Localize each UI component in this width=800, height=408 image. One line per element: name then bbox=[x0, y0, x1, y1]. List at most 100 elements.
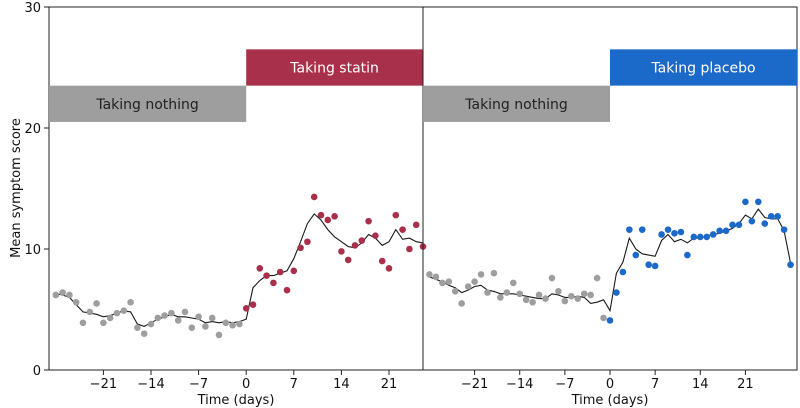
left-trend-line bbox=[55, 213, 424, 327]
right-placebo-point bbox=[632, 251, 640, 259]
left-nothing-point bbox=[236, 320, 243, 328]
left-nothing-point bbox=[59, 289, 66, 296]
right-nothing-point bbox=[535, 291, 543, 299]
right-nothing-point bbox=[497, 294, 504, 301]
y-tick-label: 30 bbox=[24, 1, 41, 16]
left-nothing-point bbox=[188, 324, 196, 331]
right-x-tick-label: −14 bbox=[506, 377, 533, 392]
right-placebo-point bbox=[619, 268, 627, 276]
right-x-tick-label: 14 bbox=[692, 377, 709, 392]
left-statin-point bbox=[310, 193, 318, 201]
right-placebo-point bbox=[626, 226, 633, 233]
left-nothing-point bbox=[52, 291, 60, 299]
left-nothing-point bbox=[66, 291, 73, 299]
right-nothing-point bbox=[568, 292, 575, 300]
left-band-taking-nothing bbox=[49, 85, 247, 122]
left-nothing-point bbox=[229, 321, 236, 329]
left-x-tick-label: 14 bbox=[333, 377, 350, 392]
right-nothing-point bbox=[471, 278, 478, 285]
left-nothing-point bbox=[72, 298, 80, 306]
left-nothing-point bbox=[195, 313, 202, 321]
right-placebo-point bbox=[716, 227, 723, 235]
right-placebo-point bbox=[645, 261, 652, 269]
right-nothing-point bbox=[600, 314, 607, 322]
left-x-tick-label: −14 bbox=[137, 377, 164, 392]
right-nothing-point bbox=[451, 288, 459, 295]
right-placebo-point bbox=[638, 226, 646, 233]
left-statin-point bbox=[338, 248, 345, 255]
right-x-tick-label: 0 bbox=[606, 377, 614, 392]
left-nothing-point bbox=[181, 308, 189, 316]
right-nothing-point bbox=[426, 271, 433, 278]
left-statin-point bbox=[249, 301, 257, 308]
left-band-taking-statin bbox=[246, 49, 423, 86]
left-x-tick-label: 21 bbox=[381, 377, 398, 392]
right-nothing-point bbox=[458, 300, 465, 307]
left-statin-point bbox=[365, 217, 372, 225]
right-placebo-point bbox=[684, 251, 691, 259]
left-nothing-point bbox=[79, 319, 87, 327]
right-placebo-point bbox=[690, 233, 698, 241]
left-nothing-point bbox=[120, 307, 128, 315]
left-nothing-point bbox=[113, 309, 121, 317]
left-panel: Taking nothing Taking statin −21 −14 −7 0 7 14 2… bbox=[24, 1, 427, 408]
left-statin-point bbox=[378, 257, 386, 265]
left-statin-point bbox=[392, 211, 400, 219]
right-placebo-point bbox=[613, 289, 620, 296]
left-statin-point bbox=[406, 245, 413, 253]
right-nothing-point bbox=[509, 279, 517, 287]
right-placebo-point bbox=[767, 213, 775, 220]
right-placebo-point bbox=[606, 317, 614, 324]
right-nothing-point bbox=[580, 290, 588, 298]
right-band-taking-placebo bbox=[610, 49, 797, 86]
right-placebo-point bbox=[755, 198, 762, 206]
left-nothing-point bbox=[100, 319, 107, 327]
right-nothing-point bbox=[445, 278, 453, 285]
left-nothing-point bbox=[202, 323, 209, 330]
right-nothing-point bbox=[503, 289, 511, 296]
right-band-taking-nothing bbox=[423, 85, 610, 122]
y-tick-label: 0 bbox=[33, 364, 41, 379]
left-nothing-point bbox=[215, 331, 223, 339]
left-nothing-point bbox=[134, 324, 141, 331]
right-nothing-point bbox=[548, 274, 556, 282]
right-x-tick-label: −7 bbox=[555, 377, 574, 392]
y-tick-label: 10 bbox=[24, 243, 41, 258]
left-nothing-point bbox=[127, 298, 134, 306]
right-placebo-point bbox=[787, 261, 794, 269]
left-nothing-point bbox=[222, 319, 230, 327]
left-x-tick-label: −21 bbox=[90, 377, 117, 392]
left-statin-point bbox=[351, 242, 359, 249]
right-placebo-point bbox=[774, 213, 781, 220]
right-nothing-point bbox=[574, 295, 582, 302]
left-nothing-point bbox=[174, 317, 182, 324]
y-tick-label: 20 bbox=[24, 122, 41, 137]
right-band-taking-nothing-label: Taking nothing bbox=[464, 97, 567, 113]
left-statin-point bbox=[344, 256, 352, 264]
right-band-taking-placebo-label: Taking placebo bbox=[650, 61, 755, 77]
right-placebo-point bbox=[735, 221, 743, 229]
left-nothing-point bbox=[161, 312, 168, 319]
left-statin-point bbox=[372, 232, 379, 239]
right-nothing-point bbox=[490, 269, 498, 277]
right-x-tick-label: 21 bbox=[737, 377, 754, 392]
right-nothing-point bbox=[593, 274, 601, 282]
left-statin-point bbox=[270, 279, 277, 287]
left-statin-point bbox=[304, 238, 311, 246]
left-band-taking-statin-label: Taking statin bbox=[289, 61, 379, 77]
left-x-axis-label: Time (days) bbox=[197, 393, 275, 408]
left-nothing-point bbox=[86, 308, 94, 316]
right-nothing-point bbox=[484, 289, 491, 296]
right-placebo-point bbox=[703, 233, 711, 241]
right-nothing-point bbox=[555, 288, 562, 295]
right-nothing-point bbox=[516, 290, 524, 298]
right-placebo-point bbox=[761, 220, 769, 227]
right-panel: Taking nothing Taking placebo −21 −14 −7 0 7 14… bbox=[422, 6, 798, 408]
left-x-tick-label: −7 bbox=[189, 377, 208, 392]
right-placebo-point bbox=[729, 221, 736, 229]
left-statin-point bbox=[263, 272, 270, 279]
right-x-axis-label: Time (days) bbox=[571, 393, 649, 408]
right-placebo-point bbox=[658, 231, 665, 238]
right-nothing-point bbox=[561, 297, 569, 305]
right-placebo-point bbox=[742, 198, 749, 206]
